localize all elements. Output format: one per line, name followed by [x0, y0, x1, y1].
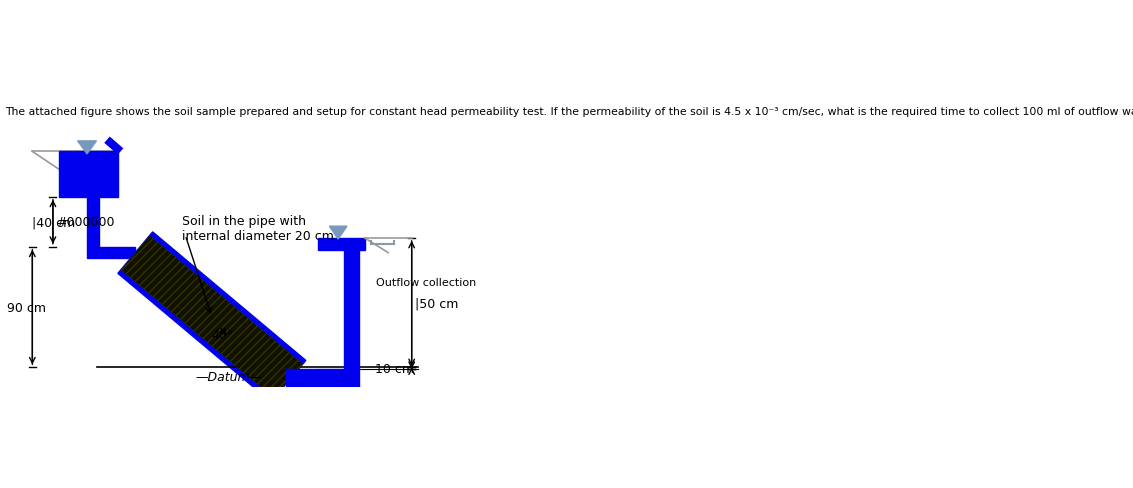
Polygon shape — [121, 236, 303, 398]
Text: —Datum—: —Datum— — [196, 370, 263, 384]
Polygon shape — [78, 142, 96, 155]
Bar — [59, 152, 118, 197]
Text: #000000: #000000 — [56, 216, 114, 229]
Polygon shape — [118, 232, 306, 402]
Text: Outflow collection: Outflow collection — [376, 278, 477, 287]
Bar — [87, 197, 99, 247]
Text: 40°: 40° — [211, 328, 233, 341]
Bar — [286, 369, 352, 393]
Bar — [317, 239, 365, 250]
Bar — [87, 247, 135, 259]
Polygon shape — [330, 227, 347, 240]
Text: |50 cm: |50 cm — [415, 297, 458, 310]
Text: 10 cm: 10 cm — [375, 362, 414, 375]
Text: |40 cm: |40 cm — [33, 216, 76, 229]
Text: The attached figure shows the soil sample prepared and setup for constant head p: The attached figure shows the soil sampl… — [5, 106, 1133, 116]
Bar — [344, 250, 359, 393]
Text: Soil in the pipe with
internal diameter 20 cm: Soil in the pipe with internal diameter … — [182, 215, 334, 243]
Text: 90 cm: 90 cm — [7, 301, 46, 314]
